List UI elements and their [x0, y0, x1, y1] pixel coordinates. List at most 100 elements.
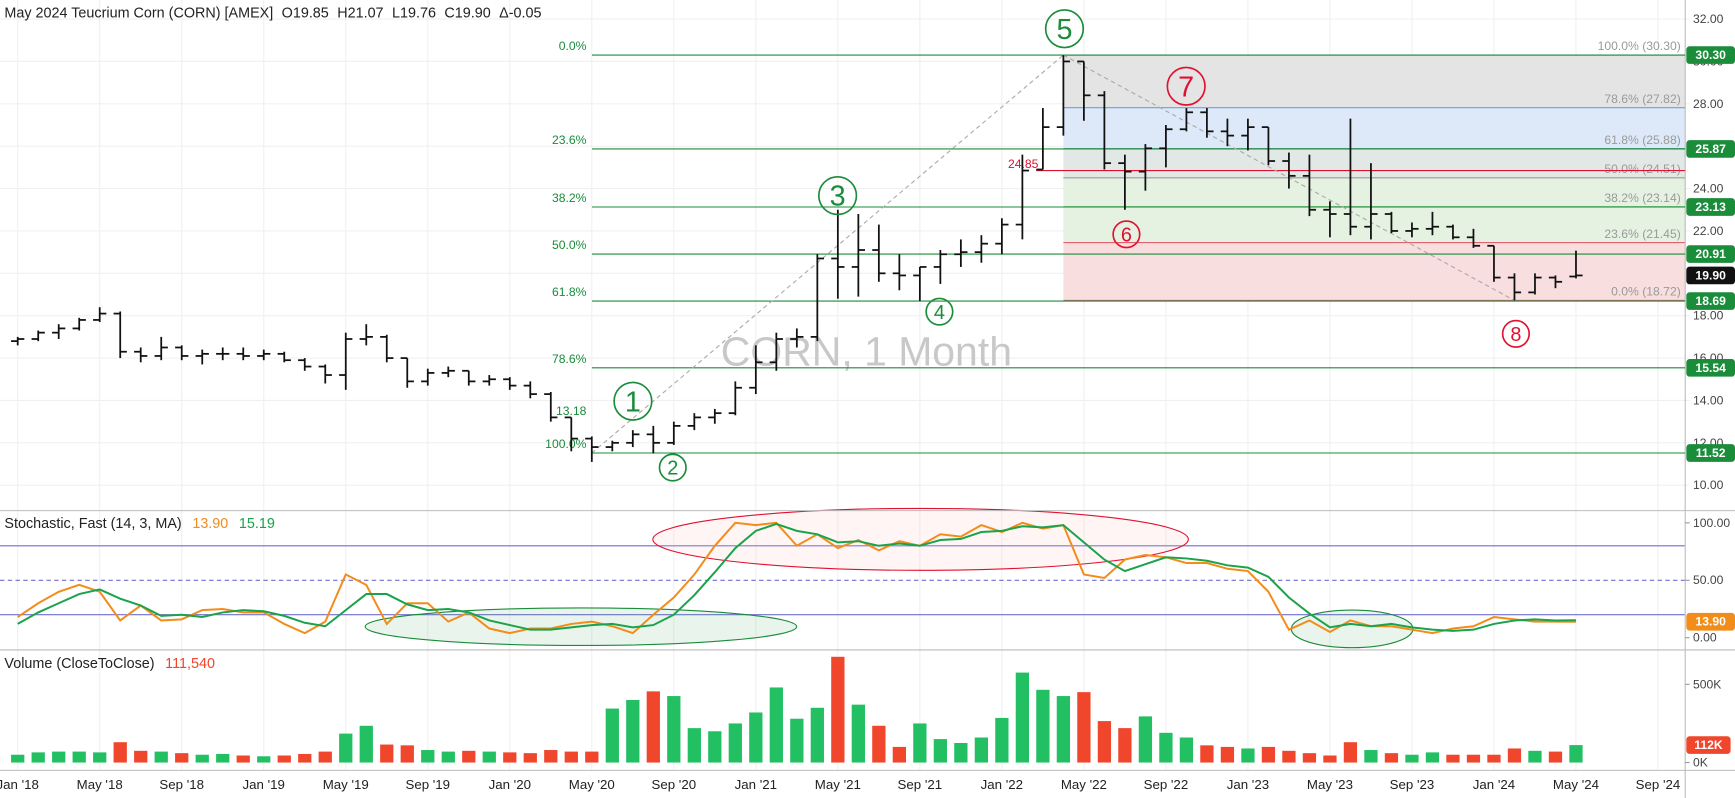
wave-circle [925, 297, 954, 326]
wave-label: 1 [625, 386, 641, 418]
wave-label: 8 [1510, 324, 1521, 346]
volume-bar [462, 750, 476, 763]
volume-bar [995, 717, 1009, 763]
volume-bar [1282, 750, 1296, 763]
wave-label: 2 [667, 458, 678, 480]
volume-bar [359, 725, 373, 763]
volume-bar [72, 751, 86, 763]
x-tick-label: Sep '22 [1144, 777, 1189, 792]
volume-bar [1507, 748, 1522, 763]
volume-bar [1118, 728, 1132, 763]
panel-header: Volume (CloseToClose) 111,540 [4, 656, 215, 672]
ohlc-summary: Δ-0.05 [499, 5, 541, 21]
price-marker-label: 11.52 [1696, 446, 1726, 460]
volume-bar [236, 755, 250, 763]
volume-bar [1323, 755, 1337, 763]
x-tick-label: May '22 [1061, 777, 1107, 792]
volume-bar [482, 751, 496, 763]
retracement-band [1063, 107, 1686, 149]
volume-bar [769, 687, 783, 763]
volume-bar [318, 751, 332, 763]
volume-bar [1015, 672, 1030, 763]
stoch-line [17, 522, 1576, 632]
retracement-label: 50.0% (24.51) [1604, 162, 1680, 176]
retracement-label: 61.8% (25.88) [1604, 133, 1680, 147]
price-marker [1686, 358, 1735, 377]
y-tick-label: 50.00 [1693, 573, 1724, 587]
wave-circle [1501, 319, 1531, 348]
volume-bar [1220, 746, 1235, 763]
volume-bar [1138, 716, 1153, 763]
value-marker-label: 13.90 [1695, 615, 1726, 629]
x-tick-label: May '20 [569, 777, 615, 792]
retracement-label: 78.6% (27.82) [1604, 92, 1680, 106]
volume-bar [1528, 750, 1542, 763]
y-tick-label: 32.00 [1693, 12, 1724, 26]
retracement-band [1063, 206, 1686, 243]
panel-title: Stochastic, Fast (14, 3, MA) [4, 516, 181, 532]
volume-bar [646, 691, 660, 763]
volume-bar [298, 753, 312, 763]
volume-bar [1036, 689, 1050, 763]
volume-bar [892, 746, 906, 763]
volume-bar [195, 754, 209, 763]
y-tick-label: 100.00 [1693, 516, 1730, 530]
wave-circle [817, 176, 858, 216]
volume-bar [1241, 748, 1255, 763]
chart-header: May 2024 Teucrium Corn (CORN) [AMEX] O19… [4, 5, 541, 21]
volume-bar [1159, 732, 1173, 763]
fib-label: 100.0% [545, 437, 586, 451]
price-marker-label: 18.69 [1695, 294, 1726, 308]
volume-bar [626, 699, 640, 763]
x-tick-label: Sep '18 [159, 777, 204, 792]
retracement-band [1063, 148, 1686, 178]
stoch-line [17, 521, 1576, 635]
value-marker [1686, 736, 1731, 754]
wave-circle [1044, 9, 1085, 49]
volume-bar [933, 739, 948, 763]
wave-label: 3 [830, 181, 846, 213]
x-tick-label: Jan '23 [1227, 777, 1269, 792]
volume-bar [728, 723, 742, 763]
x-tick-label: Jan '22 [981, 777, 1023, 792]
fib-label: 61.8% [552, 285, 587, 299]
y-tick-label: 500K [1693, 677, 1721, 691]
volume-bar [749, 712, 763, 763]
volume-bar [441, 751, 455, 763]
price-marker-label: 25.87 [1695, 142, 1726, 156]
volume-bar [11, 754, 25, 763]
price-marker [1686, 292, 1735, 310]
fib-label: 50.0% [552, 238, 587, 252]
price-note: 24.85 [1008, 157, 1039, 171]
volume-bar [380, 744, 394, 763]
price-marker [1686, 266, 1735, 285]
price-marker [1686, 140, 1735, 158]
fib-label: 0.0% [559, 39, 587, 53]
retracement-band [1063, 55, 1686, 108]
volume-bar [1097, 721, 1112, 763]
volume-bar [1200, 745, 1214, 763]
price-marker-label: 20.91 [1695, 247, 1726, 261]
watermark: CORN, 1 Month [721, 328, 1012, 374]
volume-bar [1487, 754, 1501, 763]
ohlc-summary: C19.90 [444, 5, 490, 21]
volume-bar [974, 737, 989, 763]
x-tick-label: May '23 [1307, 777, 1353, 792]
price-marker [1686, 198, 1735, 216]
x-tick-label: May '18 [77, 777, 123, 792]
wave-circle [1166, 66, 1206, 106]
retracement-band [1063, 242, 1686, 301]
volume-bar [954, 742, 968, 763]
fib-label: 78.6% [552, 352, 587, 366]
volume-bar [154, 751, 168, 763]
price-marker [1686, 444, 1735, 462]
panel-header: Stochastic, Fast (14, 3, MA) 13.90 15.19 [4, 516, 274, 532]
x-tick-label: Jan '18 [0, 777, 39, 792]
price-note: 13.18 [556, 404, 587, 418]
price-marker-label: 23.13 [1695, 200, 1726, 214]
wave-label: 5 [1056, 14, 1072, 46]
retracement-label: 38.2% (23.14) [1604, 191, 1680, 205]
x-tick-label: Sep '20 [652, 777, 697, 792]
x-tick-label: May '24 [1553, 777, 1599, 792]
y-tick-label: 22.00 [1693, 224, 1724, 238]
